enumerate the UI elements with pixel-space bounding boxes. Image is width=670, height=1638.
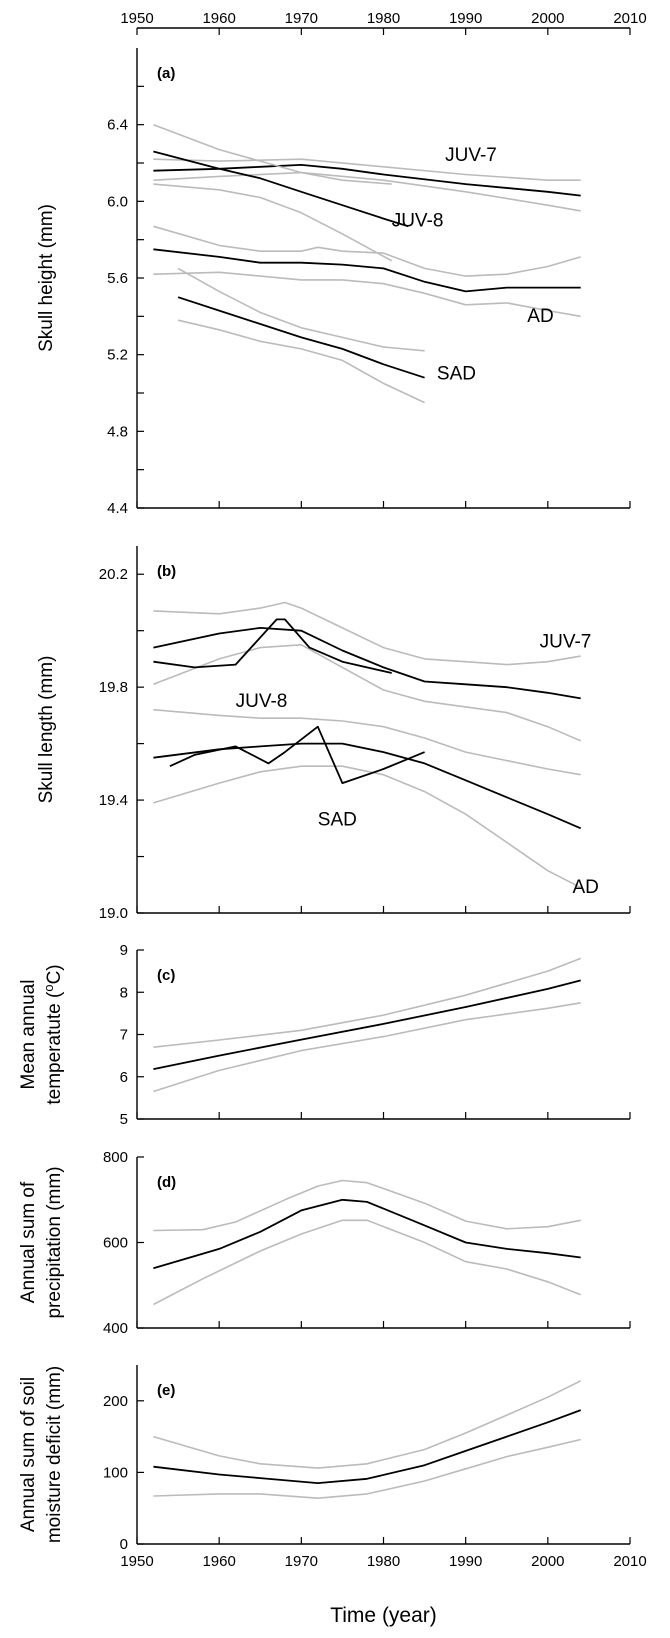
ci-line-p4-2 (153, 1438, 581, 1499)
y-tick-label: 400 (103, 1320, 128, 1337)
top-x-tick-label: 1990 (449, 10, 482, 27)
series-label-juv-8: JUV-8 (392, 210, 444, 231)
ci-line-p1-6 (153, 765, 582, 889)
top-x-tick-label: 1970 (285, 10, 318, 27)
ci-line-p3-1 (153, 1179, 581, 1232)
series-label-juv-7: JUV-7 (445, 145, 497, 166)
x-tick-label: 1970 (285, 1553, 318, 1570)
x-tick-label: 2010 (613, 1553, 646, 1570)
y-axis-title-line2: precipitation (mm) (44, 1166, 65, 1318)
ci-line-p4-1 (153, 1380, 582, 1469)
panel-a: 1950 1960 1970 1980 1990 2000 2010 4.4 4.8 5.2 5.6… (36, 10, 647, 517)
panel-label: (b) (157, 563, 176, 580)
ci-line-p0-2 (153, 171, 581, 212)
y-tick-label: 8 (120, 984, 128, 1001)
series-label-ad: AD (527, 306, 553, 327)
y-axis-title: Skull height (mm) (36, 204, 57, 352)
series-label-ad: AD (572, 877, 598, 898)
panel-label: (d) (157, 1174, 176, 1191)
series-line-p2-0 (153, 979, 581, 1070)
series-line-sad (177, 296, 425, 379)
series-line-juv-7 (153, 163, 581, 197)
y-axis-title: Skull length (mm) (36, 656, 57, 804)
panel-label: (c) (157, 967, 175, 984)
y-tick-label: 200 (103, 1393, 128, 1410)
ci-line-p0-10 (177, 267, 425, 352)
y-tick-label: 600 (103, 1235, 128, 1252)
ci-line-p0-1 (153, 158, 581, 181)
y-tick-label: 19.8 (99, 679, 128, 696)
series-line-p3-0 (153, 1198, 581, 1270)
panel-label: (a) (157, 65, 175, 82)
y-tick-label: 800 (103, 1149, 128, 1166)
series-label-juv-7: JUV-7 (540, 632, 592, 653)
x-tick-label: 1950 (120, 1553, 153, 1570)
y-tick-label: 0 (120, 1536, 128, 1553)
series-line-p4-0 (153, 1409, 582, 1484)
top-x-tick-label: 2000 (531, 10, 564, 27)
top-x-tick-label: 1950 (120, 10, 153, 27)
y-axis-title-line1: Annual sum of (18, 1181, 39, 1303)
series-line-juv-7 (153, 627, 581, 700)
y-tick-label: 7 (120, 1027, 128, 1044)
x-tick-label: 1990 (449, 1553, 482, 1570)
ci-line-p0-11 (177, 319, 425, 404)
series-label-sad: SAD (318, 809, 357, 830)
ci-line-p0-5 (153, 183, 393, 262)
y-axis-title-line1: Mean annual (18, 980, 39, 1090)
top-x-tick-label: 1980 (367, 10, 400, 27)
y-tick-label: 6.4 (107, 117, 128, 134)
series-label-juv-8: JUV-8 (236, 691, 288, 712)
ci-line-p3-2 (153, 1219, 581, 1306)
ci-line-p2-1 (153, 957, 581, 1048)
ci-line-p1-1 (153, 601, 581, 666)
y-tick-label: 5 (120, 1111, 128, 1128)
panel-c: 5 6 7 8 9 (c) Mean annual temperatute (oC) (18, 942, 631, 1128)
ci-line-p1-2 (153, 643, 582, 742)
ci-line-p1-5 (153, 708, 581, 776)
x-tick-label: 2000 (531, 1553, 564, 1570)
panel-label: (e) (157, 1382, 175, 1399)
y-axis-title-line1: Annual sum of soil (18, 1377, 39, 1532)
top-x-tick-label: 1960 (202, 10, 235, 27)
x-tick-label: 1980 (367, 1553, 400, 1570)
series-line-juv-8 (153, 618, 392, 674)
series-label-sad: SAD (437, 364, 476, 385)
y-tick-label: 4.4 (107, 500, 128, 517)
y-tick-label: 9 (120, 942, 128, 959)
y-axis-title-line2: moisture deficit (mm) (44, 1366, 65, 1543)
panel-b: 19.0 19.4 19.8 20.2 JUV-7 JUV-8 SAD AD (b) Skull … (36, 546, 631, 922)
ci-line-p0-4 (153, 123, 392, 185)
y-tick-label: 4.8 (107, 423, 128, 440)
y-tick-label: 5.6 (107, 270, 128, 287)
series-line-ad (153, 248, 581, 293)
y-axis-title-line2: temperatute (oC) (41, 964, 65, 1104)
y-tick-label: 20.2 (99, 566, 128, 583)
x-tick-label: 1960 (202, 1553, 235, 1570)
series-line-juv-8 (153, 150, 409, 228)
top-x-tick-label: 2010 (613, 10, 646, 27)
series-line-sad (169, 725, 425, 784)
y-tick-label: 100 (103, 1464, 128, 1481)
x-axis-title: Time (year) (330, 1604, 437, 1627)
panel-d: 400 600 800 (d) Annual sum of precipitation (… (18, 1149, 631, 1337)
y-tick-label: 19.4 (99, 792, 128, 809)
ci-line-p0-8 (153, 271, 581, 318)
y-tick-label: 6.0 (107, 193, 128, 210)
ci-line-p0-7 (153, 225, 581, 277)
ci-line-p2-2 (153, 1002, 581, 1093)
panel-e: 1950 1960 1970 1980 1990 2000 2010 0 100 200 (e) An… (18, 1365, 647, 1570)
y-tick-label: 6 (120, 1069, 128, 1086)
y-tick-label: 19.0 (99, 905, 128, 922)
y-tick-label: 5.2 (107, 347, 128, 364)
series-line-ad (153, 742, 582, 830)
